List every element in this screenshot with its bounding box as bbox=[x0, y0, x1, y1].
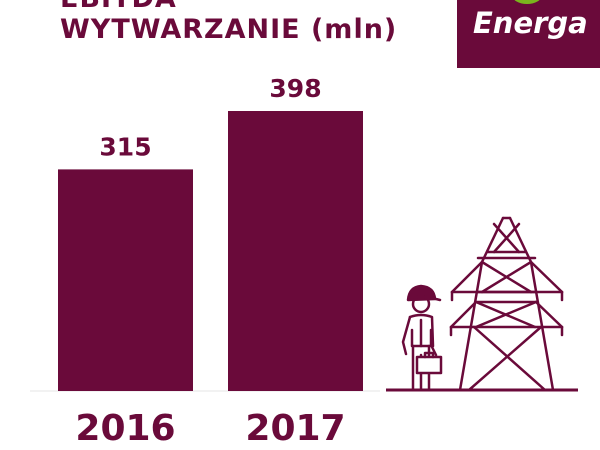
logo-text: Energa bbox=[473, 6, 588, 40]
data-label-2017: 398 bbox=[269, 74, 321, 103]
logo-leaf-icon bbox=[512, 0, 542, 4]
power-pylon-icon bbox=[449, 216, 564, 392]
bar-2017 bbox=[228, 111, 363, 391]
chart-title-line2: WYTWARZANIE (mln) bbox=[60, 14, 398, 45]
worker-and-pylon-illustration bbox=[386, 216, 578, 392]
chart-title-line1: EBITDA bbox=[60, 0, 177, 14]
x-tick-label-2017: 2017 bbox=[245, 408, 345, 449]
data-label-2016: 315 bbox=[99, 132, 151, 161]
energa-logo: Energa bbox=[457, 0, 600, 68]
worker-with-briefcase-icon bbox=[401, 284, 443, 392]
x-tick-label-2016: 2016 bbox=[75, 408, 175, 449]
bar-2016 bbox=[58, 169, 193, 391]
